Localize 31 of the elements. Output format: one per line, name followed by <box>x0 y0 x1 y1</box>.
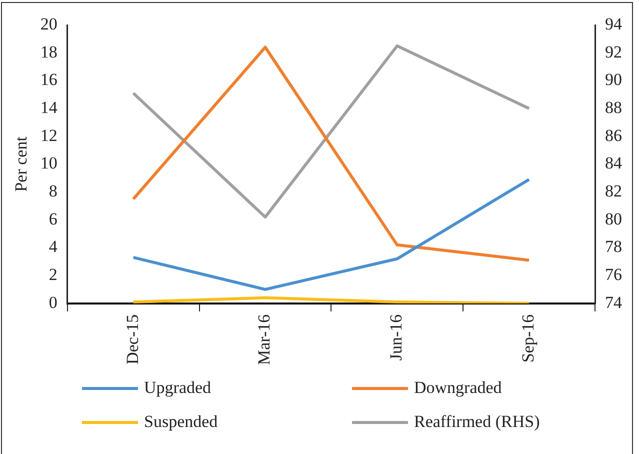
y-tick-label: 12 <box>40 126 58 145</box>
legend-label: Downgraded <box>414 378 502 398</box>
y2-tick-label: 92 <box>605 42 622 62</box>
y-tick-label: 4 <box>48 237 58 256</box>
y-tick-label: 10 <box>40 154 58 173</box>
x-tick-label: Mar-16 <box>254 314 274 366</box>
y-tick-label: 8 <box>48 181 58 200</box>
legend-label: Suspended <box>144 412 218 432</box>
y-tick-label: 6 <box>48 209 58 228</box>
y-tick-label: 2 <box>48 264 58 284</box>
y-tick-label: 16 <box>40 70 58 90</box>
y2-tick-label: 74 <box>605 292 622 312</box>
legend-label: Reaffirmed (RHS) <box>414 412 540 432</box>
y-tick-label: 18 <box>40 42 58 62</box>
y-tick-label: 14 <box>40 98 58 117</box>
y-axis-title: Per cent <box>12 136 31 192</box>
y-tick-label: 20 <box>40 14 58 34</box>
x-tick-label: Dec-15 <box>122 314 142 364</box>
y2-tick-label: 80 <box>605 209 622 228</box>
legend-label: Upgraded <box>144 378 212 398</box>
y2-tick-label: 88 <box>605 98 622 117</box>
y2-tick-label: 86 <box>605 126 622 145</box>
y2-tick-label: 78 <box>605 237 622 256</box>
y2-tick-label: 84 <box>605 154 622 173</box>
y-tick-label: 0 <box>48 292 58 312</box>
x-tick-label: Jun-16 <box>386 314 406 361</box>
x-tick-label: Sep-16 <box>518 314 538 363</box>
y2-tick-label: 94 <box>605 14 622 34</box>
y2-tick-label: 76 <box>605 264 622 284</box>
y2-tick-label: 82 <box>605 181 622 200</box>
y2-tick-label: 90 <box>605 70 622 90</box>
